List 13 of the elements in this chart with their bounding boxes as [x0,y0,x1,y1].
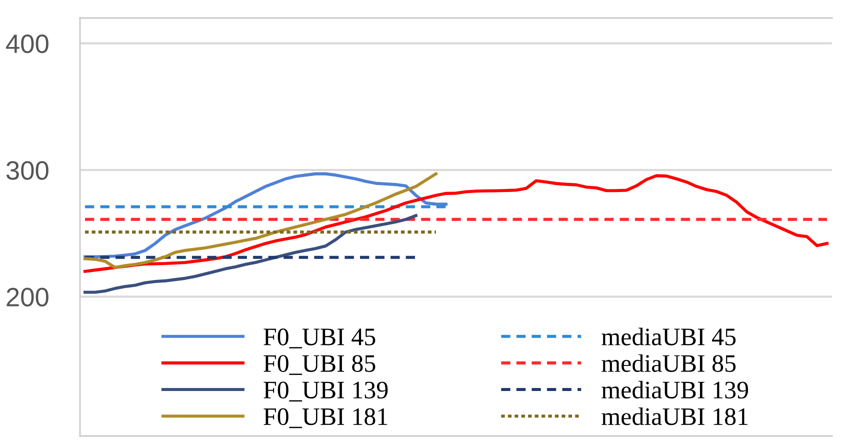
legend-label: mediaUBI 181 [602,408,748,426]
line-series [83,214,418,294]
legend-label: mediaUBI 45 [602,328,736,346]
legend-label: mediaUBI 85 [602,354,736,372]
legend-label: F0_UBI 139 [264,382,388,402]
line-series [83,174,829,273]
y-tick-label: 300 [6,161,48,180]
legend-label: F0_UBI 85 [264,355,376,375]
y-tick-label: 400 [6,34,48,54]
legend-label: mediaUBI 139 [602,380,748,399]
y-tick-label: 200 [6,288,48,306]
legend-label: F0_UBI 45 [264,328,376,348]
legend-label: F0_UBI 181 [264,408,388,428]
